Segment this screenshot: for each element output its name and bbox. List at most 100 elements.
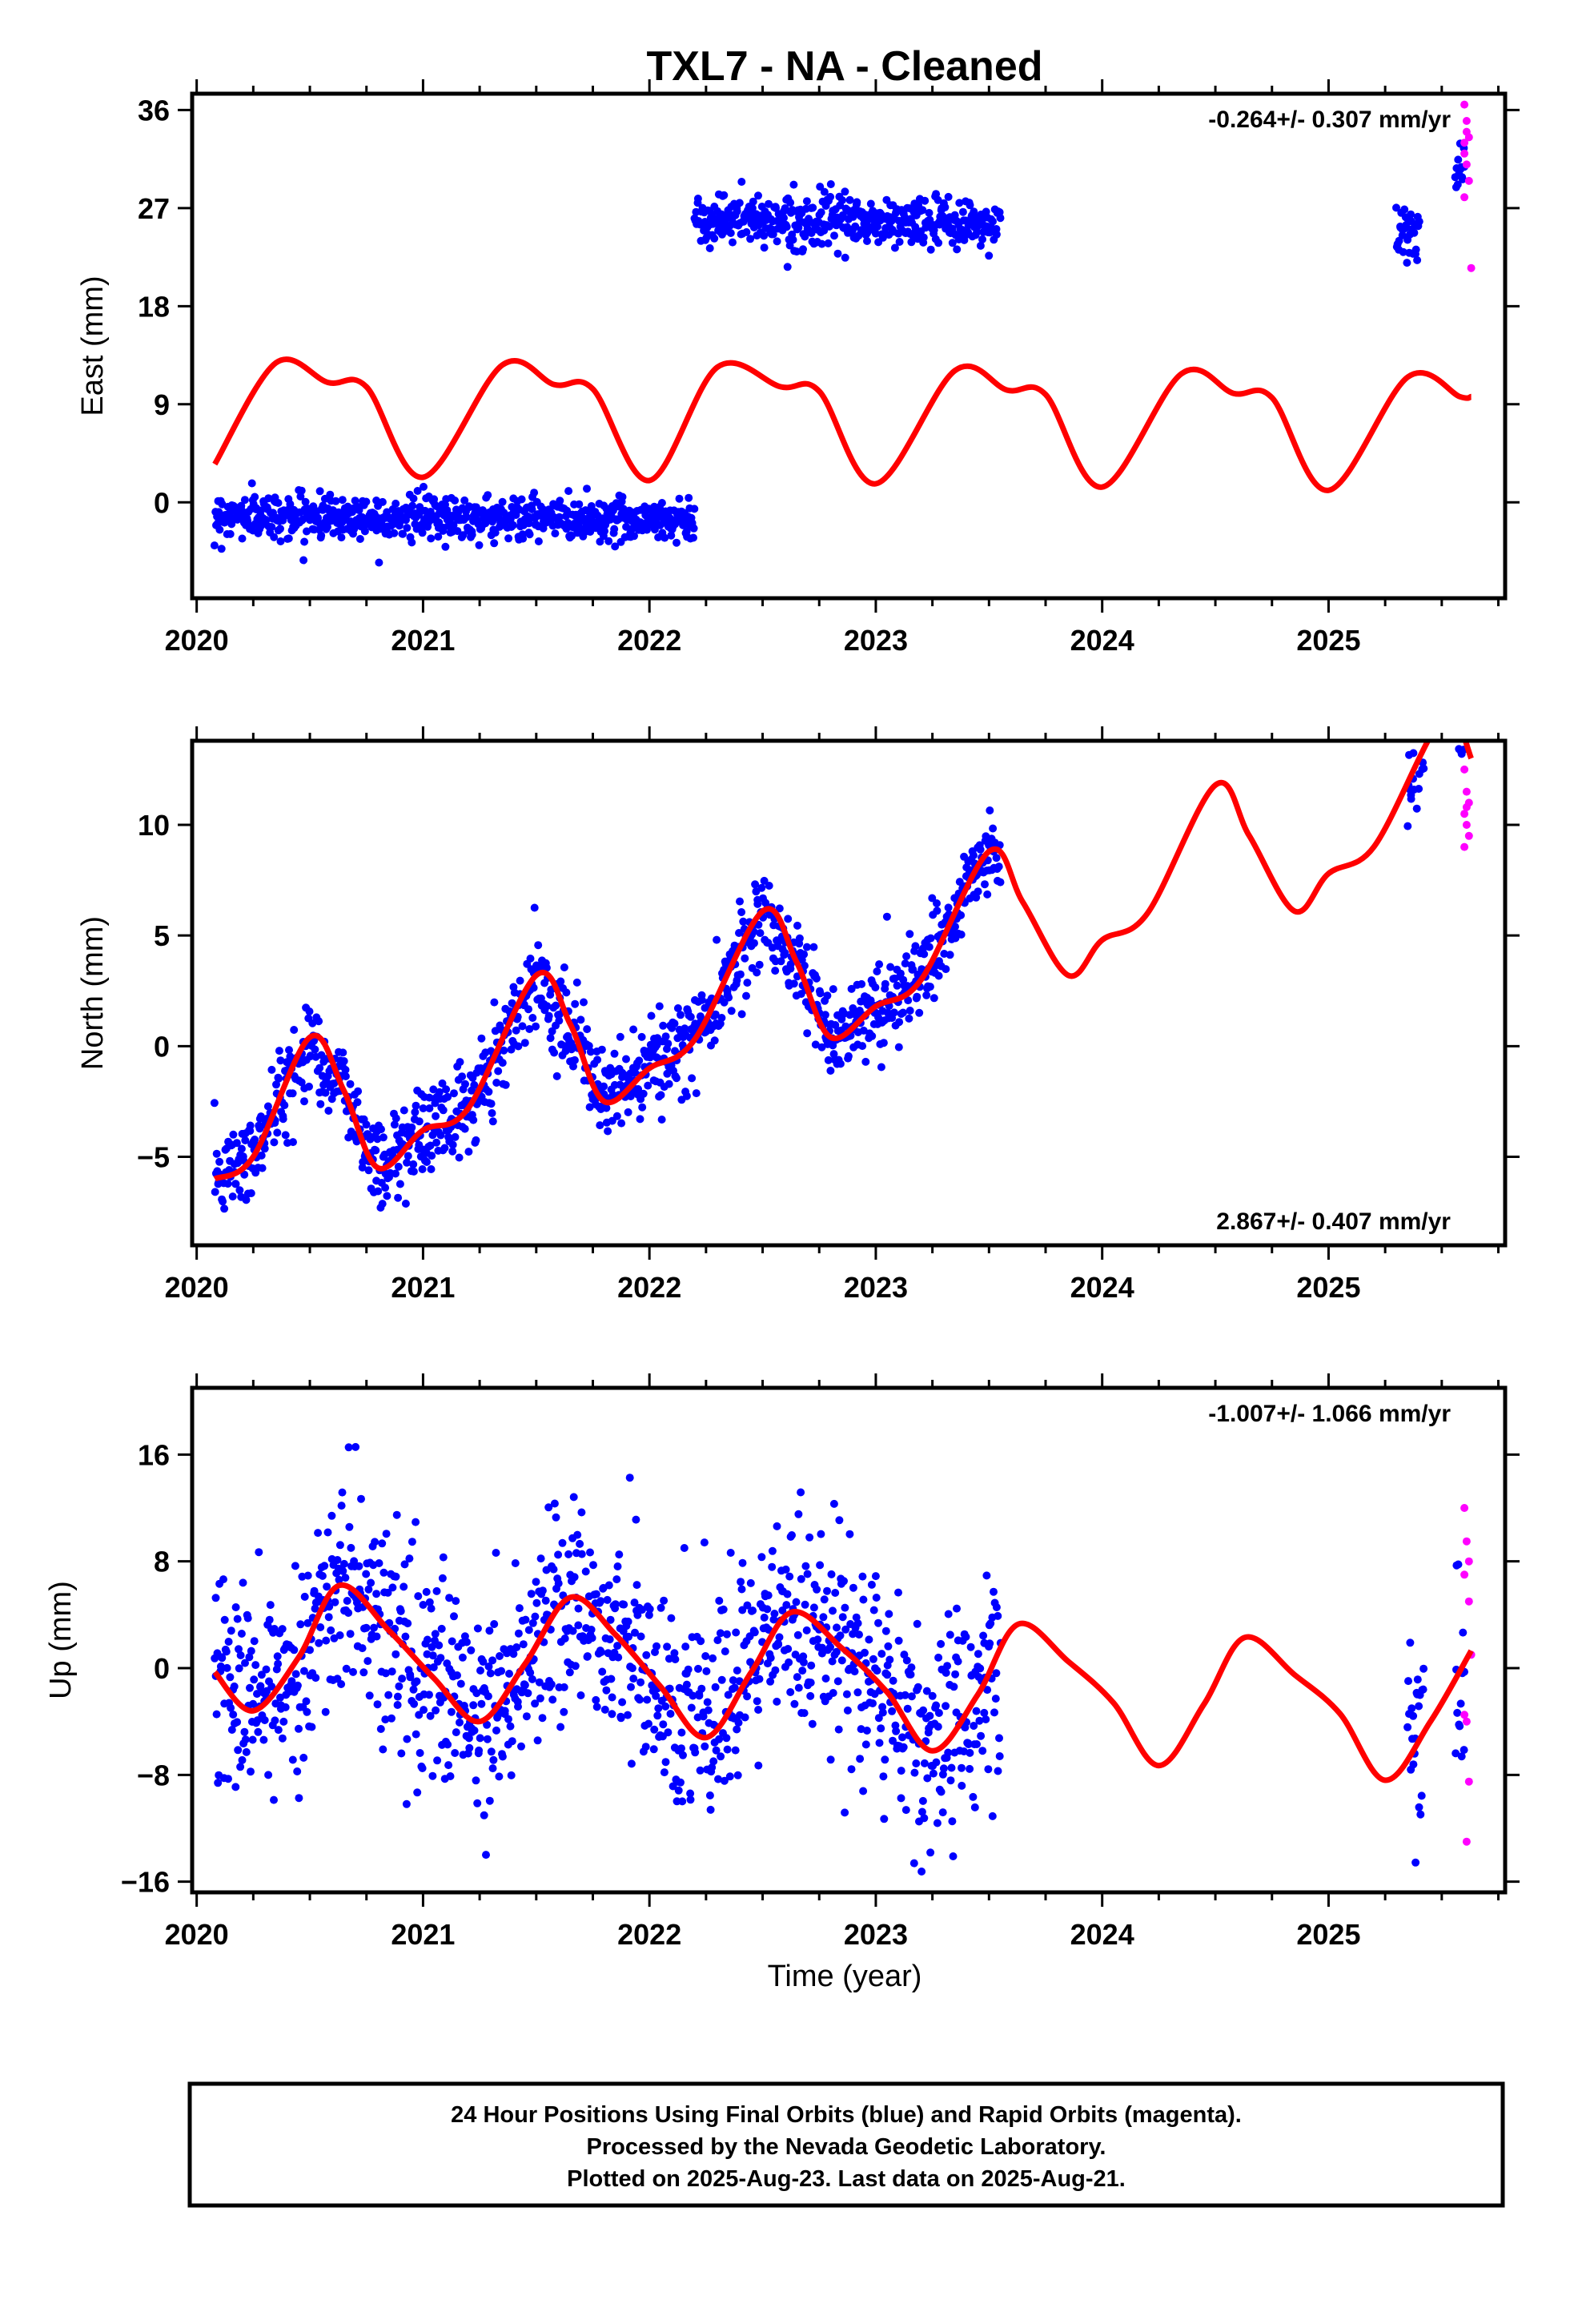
up-final-point [552, 1513, 560, 1522]
up-final-point [803, 1570, 812, 1578]
up-y-tick-label: 0 [154, 1652, 170, 1685]
north-final-point [412, 1101, 420, 1110]
east-final-point [786, 199, 795, 207]
up-final-point [757, 1553, 766, 1562]
north-final-point [1460, 728, 1468, 736]
up-final-point [214, 1779, 223, 1787]
east-y-axis-label: East (mm) [76, 275, 110, 416]
north-final-point [909, 965, 917, 974]
up-x-tick-label: 2025 [1296, 1918, 1360, 1951]
up-final-point [536, 1694, 544, 1703]
up-final-point [878, 1708, 887, 1717]
east-final-point [783, 263, 792, 271]
north-final-point [1411, 731, 1419, 739]
up-final-point [1409, 1711, 1418, 1720]
north-final-point [432, 1138, 441, 1147]
up-final-point [753, 1697, 761, 1706]
north-final-point [469, 1116, 478, 1124]
north-final-point [228, 1192, 237, 1201]
north-final-point [765, 882, 773, 890]
up-final-point [975, 1716, 984, 1725]
up-final-point [806, 1679, 815, 1687]
north-final-point [362, 1120, 371, 1129]
up-final-point [670, 1649, 679, 1658]
up-final-point [428, 1651, 437, 1660]
north-rate-label: 2.867+/- 0.407 mm/yr [1216, 1208, 1451, 1235]
up-final-point [577, 1550, 586, 1558]
up-final-point [783, 1590, 792, 1598]
north-final-point [1409, 749, 1418, 758]
up-final-point [994, 1611, 1002, 1620]
up-final-point [500, 1707, 509, 1715]
chart-title: TXL7 - NA - Cleaned [646, 43, 1042, 90]
north-final-point [436, 1131, 445, 1140]
up-final-point [231, 1783, 240, 1791]
up-final-point [821, 1675, 830, 1683]
up-final-point [885, 1655, 894, 1664]
east-final-point [760, 243, 769, 252]
east-final-point [355, 506, 363, 515]
up-final-point [922, 1687, 931, 1695]
up-final-point [798, 1667, 807, 1675]
north-final-point [629, 1025, 638, 1034]
north-final-point [871, 983, 880, 991]
north-final-point [444, 1092, 452, 1101]
north-panel: 2020 2021 2022 2023 2024 2025 −5 0 5 10 North (mm)… [76, 726, 1520, 1304]
up-final-point [636, 1678, 645, 1687]
east-final-point [817, 208, 825, 217]
up-final-point [966, 1642, 975, 1651]
east-x-tick-label: 2022 [617, 624, 681, 657]
north-final-point [401, 1200, 410, 1208]
up-final-point [891, 1721, 900, 1730]
east-final-point [782, 223, 791, 231]
north-final-point [524, 1005, 532, 1014]
north-final-point [793, 921, 801, 930]
east-final-point [985, 251, 994, 260]
up-final-point [428, 1642, 436, 1651]
north-y-tick-label: 0 [154, 1030, 170, 1063]
up-final-point [485, 1796, 494, 1805]
north-final-point [289, 1138, 297, 1147]
up-final-point [706, 1805, 715, 1814]
east-final-point [826, 192, 835, 201]
up-final-point [942, 1702, 950, 1711]
up-final-point [799, 1658, 808, 1667]
east-final-point [331, 497, 340, 505]
up-final-point [504, 1715, 512, 1723]
north-final-point [957, 911, 966, 919]
up-final-point [974, 1650, 982, 1659]
up-final-point [834, 1725, 843, 1734]
north-final-point [652, 1040, 661, 1049]
north-final-point [542, 963, 551, 972]
up-final-point [483, 1720, 492, 1729]
up-final-point [920, 1759, 929, 1767]
up-final-point [299, 1753, 308, 1762]
north-final-point [215, 1157, 224, 1166]
up-final-point [583, 1652, 592, 1661]
up-final-point [463, 1638, 471, 1647]
up-final-point [923, 1774, 932, 1783]
up-final-point [408, 1538, 416, 1546]
up-final-point [969, 1792, 978, 1801]
up-final-point [212, 1710, 221, 1719]
up-x-tick-label: 2024 [1070, 1918, 1134, 1951]
up-final-point [877, 1724, 885, 1733]
north-final-point [743, 979, 752, 987]
north-final-point [816, 989, 825, 998]
up-final-point [265, 1615, 274, 1624]
east-final-point [817, 239, 826, 248]
up-final-point [666, 1710, 675, 1718]
north-final-point [231, 1180, 240, 1188]
footer-line-2: Processed by the Nevada Geodetic Laborat… [587, 2134, 1106, 2160]
up-final-point [401, 1632, 410, 1641]
north-final-point [673, 1074, 681, 1083]
north-final-point [1415, 785, 1423, 793]
up-final-point [686, 1789, 695, 1798]
up-final-point [538, 1714, 547, 1723]
east-final-point [504, 534, 513, 543]
up-final-point [892, 1727, 901, 1735]
up-final-point [295, 1794, 303, 1803]
east-final-point [441, 542, 450, 551]
up-model-curve [212, 1582, 1474, 1783]
north-final-point [994, 862, 1003, 871]
